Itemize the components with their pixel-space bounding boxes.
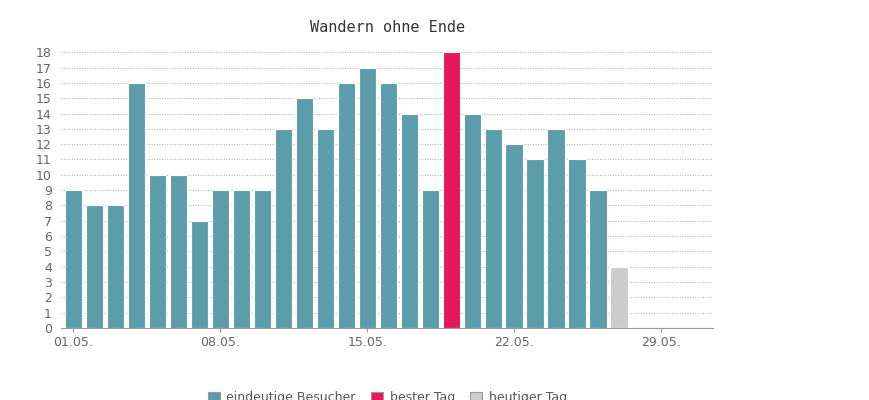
Bar (149, 175, 166, 328)
Bar (275, 129, 292, 328)
Bar (588, 190, 606, 328)
Bar (86, 206, 103, 328)
Bar (337, 83, 355, 328)
Bar (211, 190, 229, 328)
Bar (107, 206, 124, 328)
Bar (463, 114, 481, 328)
Bar (190, 221, 208, 328)
Bar (379, 83, 396, 328)
Bar (442, 52, 459, 328)
Title: Wandern ohne Ende: Wandern ohne Ende (309, 20, 464, 35)
Bar (233, 190, 249, 328)
Bar (547, 129, 564, 328)
Bar (400, 114, 417, 328)
Bar (505, 144, 522, 328)
Bar (295, 98, 313, 328)
Bar (316, 129, 334, 328)
Bar (128, 83, 145, 328)
Bar (254, 190, 270, 328)
Bar (65, 190, 82, 328)
Bar (358, 68, 375, 328)
Bar (567, 160, 585, 328)
Bar (169, 175, 187, 328)
Bar (526, 160, 543, 328)
Bar (610, 267, 627, 328)
Bar (421, 190, 438, 328)
Legend: eindeutige Besucher, bester Tag, heutiger Tag: eindeutige Besucher, bester Tag, heutige… (202, 386, 571, 400)
Bar (484, 129, 501, 328)
